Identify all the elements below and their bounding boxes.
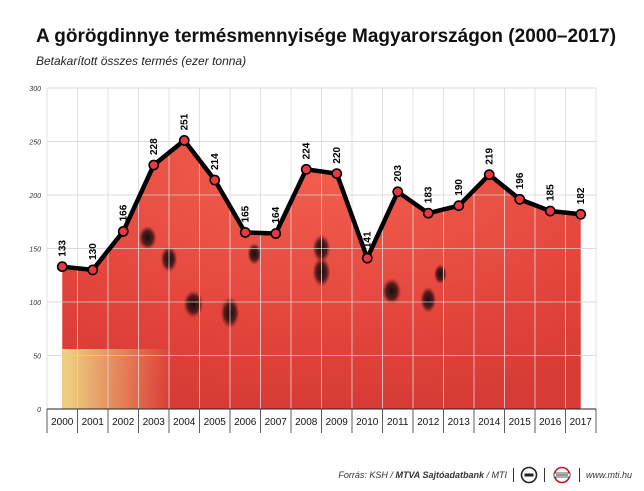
series-line bbox=[62, 138, 581, 273]
y-tick-label: 250 bbox=[28, 140, 41, 147]
seed-mark bbox=[247, 242, 262, 265]
data-label: 224 bbox=[302, 142, 313, 159]
data-series bbox=[56, 135, 587, 276]
data-label: 219 bbox=[485, 148, 496, 165]
x-tick-label: 2002 bbox=[112, 417, 135, 428]
data-label: 141 bbox=[363, 231, 374, 248]
divider bbox=[512, 468, 514, 482]
x-tick-label: 2015 bbox=[509, 417, 532, 428]
x-tick-label: 2011 bbox=[387, 417, 409, 428]
data-point bbox=[300, 163, 312, 175]
x-tick-label: 2001 bbox=[82, 417, 105, 428]
y-tick-label: 300 bbox=[29, 86, 41, 93]
x-tick-label: 2017 bbox=[570, 417, 593, 428]
x-tick-label: 2012 bbox=[417, 417, 440, 428]
data-label: 183 bbox=[424, 186, 435, 203]
divider bbox=[543, 468, 545, 482]
x-tick-label: 2009 bbox=[326, 417, 349, 428]
data-point bbox=[87, 264, 99, 276]
seed-mark bbox=[138, 225, 157, 250]
seed-mark bbox=[420, 286, 437, 313]
x-tick-label: 2005 bbox=[204, 417, 227, 428]
data-label: 196 bbox=[515, 172, 526, 189]
x-tick-label: 2013 bbox=[448, 417, 471, 428]
data-point bbox=[209, 174, 221, 186]
watermelon-rind bbox=[62, 349, 173, 409]
data-label: 164 bbox=[271, 206, 282, 223]
data-label: 165 bbox=[241, 205, 252, 222]
data-point bbox=[178, 135, 190, 146]
source-bold: MTVA Sajtóadatbank bbox=[395, 470, 484, 480]
x-tick-label: 2006 bbox=[234, 417, 257, 428]
y-tick-label: 0 bbox=[37, 407, 41, 414]
source-suffix: / MTI bbox=[486, 470, 507, 480]
website-url: www.mti.hu bbox=[585, 470, 632, 480]
data-point bbox=[331, 168, 343, 179]
data-point bbox=[239, 227, 251, 238]
axes: 0 50 100 150 200 250 300 2000 2001 2002 2003 2004 20… bbox=[28, 86, 597, 433]
data-label: 228 bbox=[149, 138, 160, 155]
divider bbox=[578, 468, 580, 482]
data-label: 220 bbox=[332, 146, 343, 163]
data-point bbox=[575, 208, 587, 220]
data-label: 214 bbox=[210, 153, 221, 170]
y-tick-label: 150 bbox=[29, 247, 41, 254]
x-tick-label: 2008 bbox=[295, 417, 318, 428]
x-tick-label: 2014 bbox=[478, 417, 501, 428]
data-point bbox=[270, 228, 282, 239]
data-label: 185 bbox=[546, 184, 557, 201]
data-point bbox=[148, 159, 160, 171]
seed-mark bbox=[183, 290, 204, 319]
x-tick-label: 2010 bbox=[356, 417, 379, 428]
y-tick-label: 50 bbox=[33, 354, 41, 361]
y-tick-label: 100 bbox=[29, 300, 41, 307]
seed-mark bbox=[382, 278, 402, 305]
data-point bbox=[544, 205, 556, 217]
data-label: 182 bbox=[576, 187, 587, 204]
mtva-logo-icon bbox=[520, 466, 538, 484]
data-label: 133 bbox=[58, 240, 69, 257]
x-tick-label: 2004 bbox=[173, 417, 196, 428]
y-tick-label: 200 bbox=[28, 193, 41, 200]
data-point bbox=[453, 200, 465, 212]
data-point bbox=[56, 261, 68, 273]
chart-title: A görögdinnye termésmennyisége Magyarors… bbox=[36, 26, 617, 47]
data-label: 251 bbox=[180, 113, 191, 130]
data-label: 190 bbox=[454, 179, 465, 196]
x-tick-label: 2016 bbox=[539, 417, 562, 428]
x-tick-label: 2007 bbox=[265, 417, 288, 428]
x-tick-label: 2003 bbox=[143, 417, 166, 428]
chart-subtitle: Betakarított összes termés (ezer tonna) bbox=[36, 54, 247, 68]
seed-mark bbox=[433, 264, 447, 285]
data-labels: 133 130 166 228 251 214 165 164 224 220 141 203 183 1… bbox=[58, 113, 588, 260]
data-label: 203 bbox=[393, 165, 404, 182]
data-point bbox=[514, 193, 526, 205]
source-text: Forrás: KSH / MTVA Sajtóadatbank / MTI bbox=[338, 470, 507, 480]
x-tick-label: 2000 bbox=[51, 417, 74, 428]
source-prefix: Forrás: KSH / bbox=[338, 470, 393, 480]
data-point bbox=[483, 169, 495, 181]
data-point bbox=[361, 252, 373, 264]
mti-logo-icon bbox=[551, 466, 573, 484]
data-label: 166 bbox=[119, 204, 130, 221]
data-point bbox=[117, 225, 129, 237]
data-point bbox=[392, 186, 404, 198]
footer: Forrás: KSH / MTVA Sajtóadatbank / MTI w… bbox=[338, 464, 632, 486]
data-label: 130 bbox=[88, 243, 99, 260]
data-point bbox=[422, 207, 434, 219]
